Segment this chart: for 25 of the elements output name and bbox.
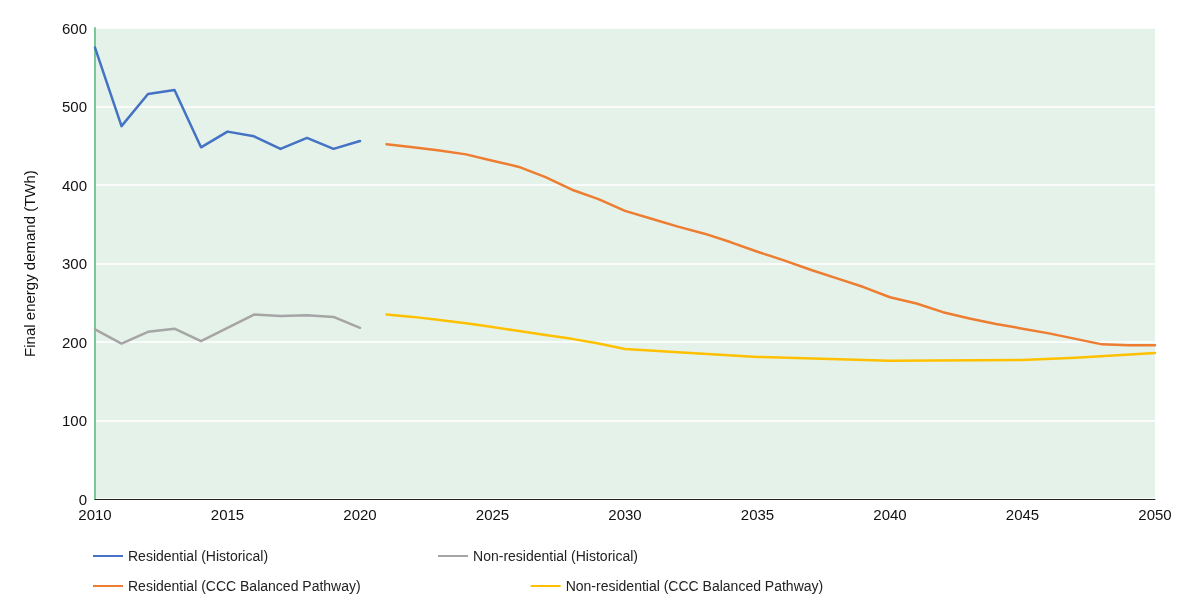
x-tick-label: 2040 — [873, 506, 907, 523]
y-tick-label: 100 — [61, 412, 87, 429]
legend-label: Non-residential (Historical) — [473, 548, 638, 564]
legend-label: Non-residential (CCC Balanced Pathway) — [565, 578, 824, 594]
legend-label: Residential (Historical) — [128, 548, 269, 564]
y-tick-label: 0 — [78, 490, 87, 508]
y-tick-label: 600 — [61, 19, 87, 37]
line-series — [385, 142, 1157, 347]
x-tick-label: 2015 — [210, 506, 245, 523]
x-tick-label: 2035 — [740, 506, 775, 523]
y-tick-label: 500 — [61, 98, 87, 115]
line-series — [93, 313, 362, 345]
x-tick-label: 2010 — [78, 506, 112, 523]
x-tick-label: 2030 — [608, 506, 642, 523]
line-series — [385, 313, 1157, 363]
x-tick-label: 2045 — [1005, 506, 1040, 523]
x-tick-label: 2020 — [343, 506, 377, 523]
y-tick-label: 300 — [61, 255, 87, 272]
y-axis-title: Final energy demand (TWh) — [21, 170, 38, 357]
y-tick-label: 200 — [61, 333, 87, 351]
x-tick-label: 2050 — [1138, 506, 1172, 523]
line-series — [93, 46, 362, 151]
x-tick-label: 2025 — [475, 506, 510, 523]
legend-label: Residential (CCC Balanced Pathway) — [128, 578, 361, 594]
y-tick-label: 400 — [61, 176, 87, 194]
